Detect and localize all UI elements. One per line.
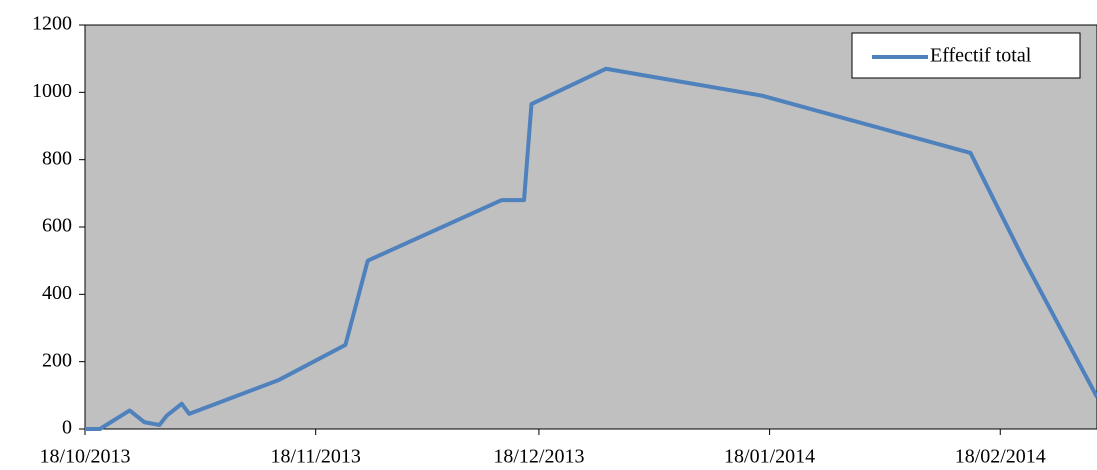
- plot-area: [84, 24, 1097, 430]
- y-tick-label: 200: [42, 349, 72, 371]
- x-tick-label: 18/10/2013: [39, 446, 130, 468]
- y-tick-label: 600: [42, 215, 72, 237]
- y-tick-label: 800: [42, 147, 72, 169]
- y-tick-label: 400: [42, 282, 72, 304]
- x-tick-label: 18/11/2013: [270, 446, 360, 468]
- x-tick-label: 18/12/2013: [493, 446, 584, 468]
- y-tick-label: 0: [62, 417, 72, 439]
- y-tick-label: 1000: [32, 80, 72, 102]
- x-tick-label: 18/01/2014: [724, 446, 815, 468]
- data-line: [85, 66, 1097, 431]
- x-tick-label: 18/02/2014: [955, 446, 1046, 468]
- y-tick-label: 1200: [32, 13, 72, 35]
- legend-label: Effectif total: [930, 45, 1032, 67]
